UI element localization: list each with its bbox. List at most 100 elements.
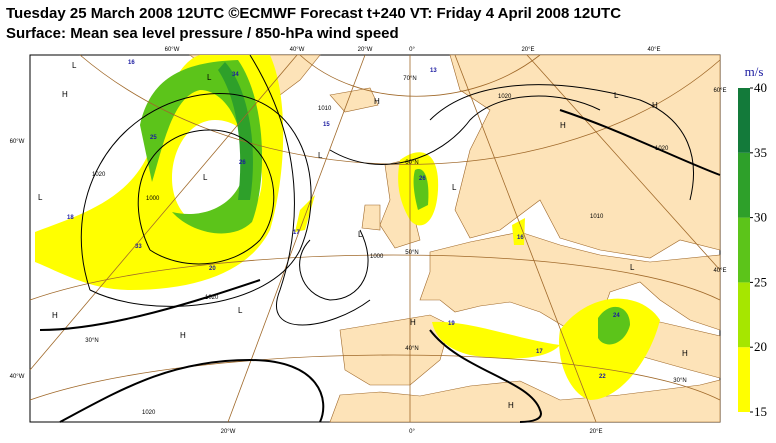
europe xyxy=(419,231,721,331)
isobar xyxy=(137,129,275,265)
wind-label: 22 xyxy=(599,374,606,380)
isobar xyxy=(80,93,312,307)
colorbar-tick-label: 40 xyxy=(754,80,767,95)
isobar-labels: 1020 1020 1020 1020 1020 1010 1010 1000 … xyxy=(92,94,669,416)
wind-area xyxy=(218,62,253,200)
title-line1: Tuesday 25 March 2008 12UTC ©ECMWF Forec… xyxy=(6,5,621,22)
colorbar-tick-label: 25 xyxy=(754,274,767,289)
graticule-lines xyxy=(29,54,721,423)
isobar-label: 1020 xyxy=(655,146,669,152)
high-low: H xyxy=(62,90,68,99)
wind-area xyxy=(413,169,429,210)
isobar-label: 1010 xyxy=(318,106,332,112)
colorbar-tick-label: 20 xyxy=(754,339,767,354)
map xyxy=(29,54,721,423)
lon-label: 60°E xyxy=(713,88,726,94)
lat-label: 30°N xyxy=(85,338,98,344)
wind-label: 19 xyxy=(448,321,455,327)
scandinavia-russia xyxy=(449,54,721,259)
lon-label: 40°W xyxy=(290,47,305,53)
lon-label: 40°E xyxy=(647,47,660,53)
pressure-centres: L H L L L L H H L H L L L H H H H L H xyxy=(38,61,688,410)
wind-label: 26 xyxy=(239,160,246,166)
high-low: H xyxy=(682,349,688,358)
lon-label: 20°W xyxy=(221,429,236,435)
isobar xyxy=(429,329,542,423)
isobars xyxy=(39,54,721,423)
colorbar-segment xyxy=(738,282,750,348)
wind-label: 33 xyxy=(135,244,142,250)
colorbar: m/s 15 20 25 30 35 40 xyxy=(738,64,767,419)
high-low: H xyxy=(560,121,566,130)
lon-label: 60°W xyxy=(165,47,180,53)
isobar-label: 1010 xyxy=(590,214,604,220)
iceland xyxy=(329,87,379,113)
isobar-label: 1000 xyxy=(146,196,160,202)
meridian xyxy=(454,54,597,423)
colorbar-segment xyxy=(738,88,750,153)
colorbar-tick-label: 30 xyxy=(754,210,767,225)
high-low: L xyxy=(238,306,243,315)
lon-label: 20°W xyxy=(358,47,373,53)
isobar xyxy=(39,279,261,331)
parallel xyxy=(79,54,721,165)
high-low: L xyxy=(318,151,323,160)
isobar xyxy=(299,229,369,301)
parallel xyxy=(29,254,721,301)
colorbar-unit: m/s xyxy=(745,64,764,79)
lat-label: 50°N xyxy=(405,250,418,256)
colorbar-segment xyxy=(738,152,750,218)
isobar xyxy=(59,358,325,423)
iberia xyxy=(339,314,451,386)
colorbar-segment xyxy=(738,347,750,412)
wind-label: 17 xyxy=(293,230,300,236)
wind-label: 16 xyxy=(128,60,135,66)
meridian xyxy=(526,54,721,271)
wind-area xyxy=(432,321,560,359)
parallel xyxy=(29,354,721,401)
wind-label: 18 xyxy=(67,215,74,221)
isobar xyxy=(559,109,721,176)
high-low: L xyxy=(614,91,619,100)
colorbar-segment xyxy=(738,217,750,283)
ireland xyxy=(361,204,381,231)
high-low: H xyxy=(508,401,514,410)
isobar-label: 1000 xyxy=(370,254,384,260)
wind-area xyxy=(559,298,660,400)
isobar-label: 1020 xyxy=(92,172,106,178)
high-low: L xyxy=(72,61,77,70)
meridian xyxy=(29,54,298,371)
lat-label: 30°N xyxy=(673,378,686,384)
isobar-label: 1020 xyxy=(142,410,156,416)
lon-label: 40°E xyxy=(713,268,726,274)
wind-area xyxy=(598,306,630,345)
high-low: H xyxy=(652,101,658,110)
high-low: L xyxy=(207,73,212,82)
high-low: H xyxy=(52,311,58,320)
wind-area xyxy=(295,195,315,232)
high-low: L xyxy=(630,263,635,272)
lat-label: 40°N xyxy=(405,346,418,352)
colorbar-tick-label: 35 xyxy=(754,145,767,160)
wind-label: 15 xyxy=(323,122,330,128)
high-low: H xyxy=(410,318,416,327)
wind-label: 16 xyxy=(517,235,524,241)
isobar xyxy=(249,54,371,326)
graticule-labels: 60°W 40°W 20°W 0° 20°E 40°E 60°W 40°W 60… xyxy=(10,47,727,435)
wind-label: 24 xyxy=(613,313,620,319)
wind-label: 20 xyxy=(209,266,216,272)
parallel xyxy=(299,54,541,97)
lon-label: 20°E xyxy=(589,429,602,435)
wind-label: 13 xyxy=(430,68,437,74)
high-low: L xyxy=(358,230,363,239)
high-low: H xyxy=(374,97,380,106)
high-low: L xyxy=(203,173,208,182)
africa xyxy=(329,379,721,423)
wind-label: 26 xyxy=(419,176,426,182)
wind-area xyxy=(512,218,525,245)
lon-label: 60°W xyxy=(10,139,25,145)
lon-label: 20°E xyxy=(521,47,534,53)
high-low: L xyxy=(452,183,457,192)
lat-label: 70°N xyxy=(403,76,416,82)
